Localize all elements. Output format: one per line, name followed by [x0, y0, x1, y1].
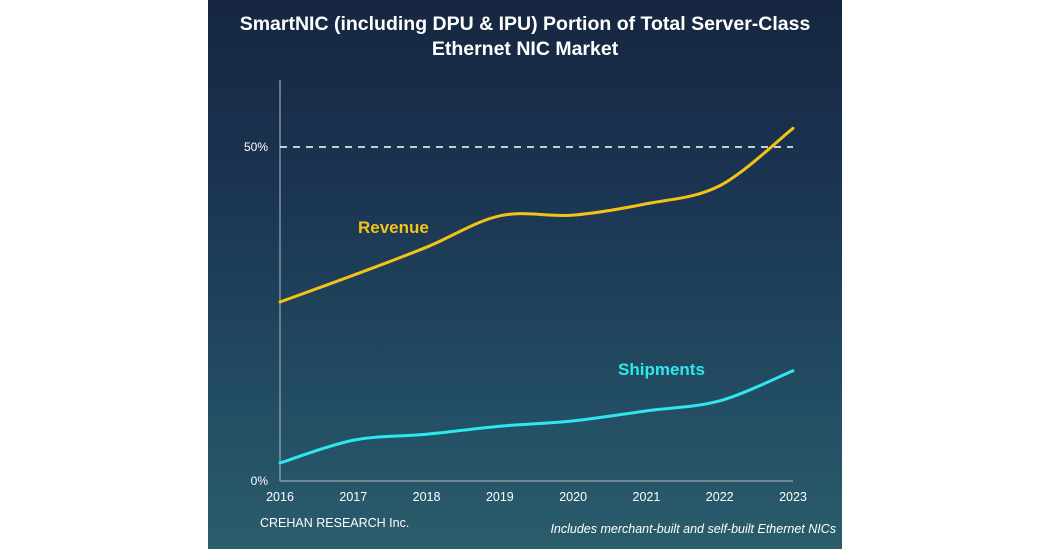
- line-chart: 50% 0% 2016 2017 2018 2019 2020 2021 2022 2023 Rev…: [244, 80, 807, 504]
- series-label-shipments: Shipments: [618, 360, 705, 379]
- x-tick-label: 2019: [486, 490, 514, 504]
- x-tick-label: 2018: [413, 490, 441, 504]
- x-tick-label: 2022: [706, 490, 734, 504]
- x-tick-label: 2021: [633, 490, 661, 504]
- x-tick-label: 2020: [559, 490, 587, 504]
- series-line-shipments: [278, 369, 795, 465]
- x-tick-label: 2017: [339, 490, 367, 504]
- series-line-revenue: [278, 126, 795, 304]
- x-tick-label: 2016: [266, 490, 294, 504]
- footnote-text: Includes merchant-built and self-built E…: [550, 522, 836, 536]
- chart-title: SmartNIC (including DPU & IPU) Portion o…: [239, 13, 811, 60]
- chart-panel: SmartNIC (including DPU & IPU) Portion o…: [208, 0, 842, 549]
- credit-text: CREHAN RESEARCH Inc.: [260, 516, 410, 530]
- series-label-revenue: Revenue: [358, 218, 429, 237]
- y-tick-label: 50%: [244, 140, 268, 154]
- y-tick-label: 0%: [251, 474, 269, 488]
- x-tick-label: 2023: [779, 490, 807, 504]
